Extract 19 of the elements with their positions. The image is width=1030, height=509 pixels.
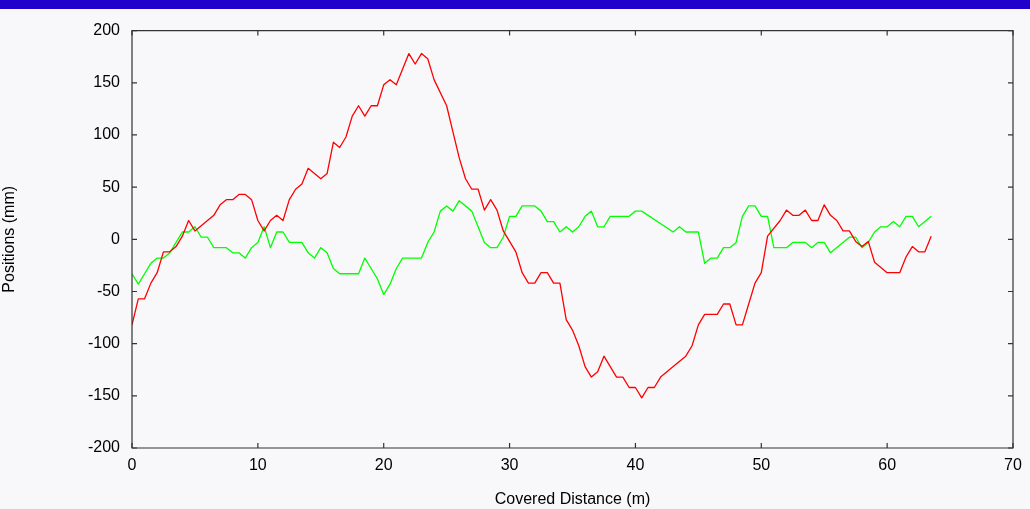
x-tick-label: 60 — [878, 456, 897, 474]
y-tick-label: 200 — [93, 21, 121, 39]
y-tick-label: 0 — [111, 229, 121, 247]
x-tick-label: 20 — [374, 456, 393, 474]
y-tick-label: 150 — [93, 73, 121, 91]
x-axis-title: Covered Distance (m) — [494, 489, 651, 507]
y-tick-label: 50 — [102, 177, 121, 195]
x-tick-label: 30 — [500, 456, 519, 474]
y-tick-label: -50 — [96, 281, 121, 299]
x-tick-label: 0 — [127, 456, 137, 474]
x-tick-label: 40 — [626, 456, 645, 474]
y-axis-title: Positions (mm) — [0, 185, 18, 293]
x-tick-label: 10 — [248, 456, 267, 474]
y-tick-label: -100 — [87, 334, 121, 352]
y-tick-label: -150 — [87, 386, 121, 404]
y-tick-label: -200 — [87, 438, 121, 456]
y-tick-label: 100 — [93, 125, 121, 143]
x-tick-label: 70 — [1004, 456, 1022, 474]
x-tick-label: 50 — [752, 456, 771, 474]
